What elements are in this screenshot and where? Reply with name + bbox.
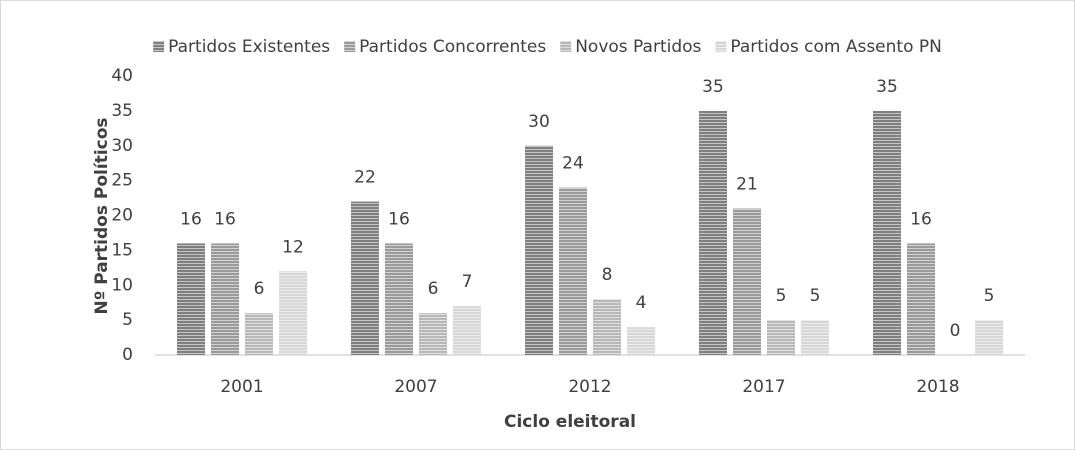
legend-label: Novos Partidos bbox=[575, 37, 701, 57]
legend-label: Partidos Existentes bbox=[168, 37, 330, 57]
y-tick-label: 30 bbox=[111, 136, 133, 156]
legend-label: Partidos com Assento PN bbox=[730, 37, 941, 57]
bar bbox=[733, 208, 761, 355]
legend-swatch bbox=[715, 41, 727, 52]
y-tick-label: 40 bbox=[111, 66, 133, 86]
y-tick-label: 5 bbox=[122, 310, 133, 330]
x-tick-label: 2017 bbox=[742, 377, 785, 397]
x-tick-label: 2007 bbox=[394, 377, 437, 397]
x-tick-label: 2018 bbox=[916, 377, 959, 397]
bar bbox=[975, 320, 1003, 355]
legend-swatch bbox=[560, 41, 572, 52]
bar bbox=[907, 243, 935, 355]
bar bbox=[559, 187, 587, 355]
bar bbox=[525, 145, 553, 355]
bar bbox=[211, 243, 239, 355]
data-label: 21 bbox=[736, 175, 758, 195]
data-label: 0 bbox=[950, 321, 961, 341]
data-label: 4 bbox=[636, 293, 647, 313]
bar bbox=[385, 243, 413, 355]
data-label: 30 bbox=[528, 112, 550, 132]
y-tick-label: 0 bbox=[122, 345, 133, 365]
data-label: 12 bbox=[282, 237, 304, 257]
y-tick-label: 10 bbox=[111, 275, 133, 295]
bar bbox=[767, 320, 795, 355]
data-label: 22 bbox=[354, 168, 376, 188]
data-label: 35 bbox=[702, 77, 724, 97]
legend-swatch bbox=[344, 41, 356, 52]
data-label: 8 bbox=[602, 265, 613, 285]
bar bbox=[873, 110, 901, 355]
legend: Partidos Existentes Partidos Concorrentes… bbox=[153, 37, 942, 57]
bar bbox=[593, 299, 621, 355]
x-tick-label: 2012 bbox=[568, 377, 611, 397]
data-label: 16 bbox=[388, 209, 410, 229]
bar bbox=[453, 306, 481, 355]
bar bbox=[351, 201, 379, 355]
bar bbox=[245, 313, 273, 355]
bar bbox=[279, 271, 307, 355]
x-tick-label: 2001 bbox=[220, 377, 263, 397]
data-label: 24 bbox=[562, 154, 584, 174]
bar bbox=[801, 320, 829, 355]
x-axis-label: Ciclo eleitoral bbox=[504, 412, 636, 432]
data-label: 35 bbox=[876, 77, 898, 97]
y-tick-label: 35 bbox=[111, 101, 133, 121]
legend-label: Partidos Concorrentes bbox=[359, 37, 546, 57]
bar bbox=[627, 327, 655, 355]
legend-swatch bbox=[153, 41, 165, 52]
data-label: 7 bbox=[462, 272, 473, 292]
data-label: 5 bbox=[984, 286, 995, 306]
data-label: 5 bbox=[810, 286, 821, 306]
y-tick-label: 25 bbox=[111, 171, 133, 191]
y-tick-label: 15 bbox=[111, 240, 133, 260]
data-label: 6 bbox=[428, 279, 439, 299]
bar bbox=[177, 243, 205, 355]
bar bbox=[699, 110, 727, 355]
y-tick-label: 20 bbox=[111, 206, 133, 226]
data-label: 6 bbox=[254, 279, 265, 299]
data-label: 16 bbox=[180, 209, 202, 229]
data-label: 5 bbox=[776, 286, 787, 306]
y-axis-label: Nº Partidos Políticos bbox=[92, 117, 112, 314]
data-label: 16 bbox=[910, 209, 932, 229]
data-label: 16 bbox=[214, 209, 236, 229]
bar bbox=[419, 313, 447, 355]
